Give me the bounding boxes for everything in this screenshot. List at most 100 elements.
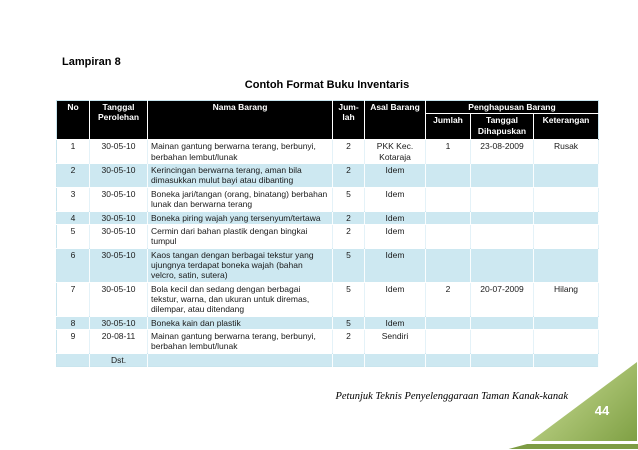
cell-asal: Idem xyxy=(364,211,426,225)
cell-jumlah: 5 xyxy=(332,248,365,283)
cell-p_jumlah xyxy=(425,329,471,354)
col-header-no: No xyxy=(56,100,90,140)
cell-p_jumlah xyxy=(425,316,471,330)
cell-p_jumlah: 1 xyxy=(425,139,471,164)
cell-nama: Kerincingan berwarna terang, aman bila d… xyxy=(147,163,333,188)
cell-tanggal: 30-05-10 xyxy=(89,163,148,188)
table-row: 7 30-05-10 Bola kecil dan sedang dengan be… xyxy=(56,282,599,317)
table-body: 1 30-05-10 Mainan gantung berwarna terang,… xyxy=(56,139,599,367)
cell-p_ket xyxy=(533,353,599,367)
cell-tanggal: 30-05-10 xyxy=(89,248,148,283)
page-number: 44 xyxy=(594,403,610,418)
cell-nama: Kaos tangan dengan berbagai tekstur yang… xyxy=(147,248,333,283)
col-header-nama-barang: Nama Barang xyxy=(147,100,333,140)
cell-tanggal: 30-05-10 xyxy=(89,316,148,330)
cell-tanggal: 30-05-10 xyxy=(89,282,148,317)
cell-p_jumlah xyxy=(425,211,471,225)
table-row: 1 30-05-10 Mainan gantung berwarna terang,… xyxy=(56,139,599,164)
table-row: Dst. xyxy=(56,353,599,367)
col-header-penghapusan-tanggal: Tanggal Dihapuskan xyxy=(470,113,534,140)
cell-tanggal: 30-05-10 xyxy=(89,211,148,225)
cell-asal xyxy=(364,353,426,367)
cell-jumlah: 2 xyxy=(332,163,365,188)
cell-p_ket xyxy=(533,329,599,354)
table-row: 3 30-05-10 Boneka jari/tangan (orang, bina… xyxy=(56,187,599,212)
cell-jumlah: 5 xyxy=(332,282,365,317)
cell-asal: Idem xyxy=(364,224,426,249)
cell-p_tanggal xyxy=(470,329,534,354)
cell-p_tanggal xyxy=(470,187,534,212)
cell-no: 4 xyxy=(56,211,90,225)
cell-nama: Boneka jari/tangan (orang, binatang) ber… xyxy=(147,187,333,212)
cell-asal: PKK Kec. Kotaraja xyxy=(364,139,426,164)
inventory-table: No Tanggal Perolehan Nama Barang Jum-lah… xyxy=(56,100,599,368)
cell-no: 7 xyxy=(56,282,90,317)
cell-asal: Idem xyxy=(364,248,426,283)
cell-asal: Idem xyxy=(364,316,426,330)
table-row: 6 30-05-10 Kaos tangan dengan berbagai tek… xyxy=(56,248,599,283)
cell-jumlah: 5 xyxy=(332,187,365,212)
cell-p_ket xyxy=(533,316,599,330)
cell-nama xyxy=(147,353,333,367)
cell-p_jumlah xyxy=(425,224,471,249)
cell-jumlah: 5 xyxy=(332,316,365,330)
col-header-penghapusan-barang: Penghapusan Barang xyxy=(425,100,599,115)
cell-asal: Idem xyxy=(364,282,426,317)
table-row: 9 20-08-11 Mainan gantung berwarna terang,… xyxy=(56,329,599,354)
cell-nama: Mainan gantung berwarna terang, berbunyi… xyxy=(147,139,333,164)
lampiran-label: Lampiran 8 xyxy=(62,56,121,68)
col-header-jumlah: Jum-lah xyxy=(332,100,365,140)
cell-jumlah: 2 xyxy=(332,211,365,225)
cell-p_tanggal xyxy=(470,248,534,283)
corner-triangle-shadow xyxy=(508,444,638,449)
col-header-penghapusan-jumlah: Jumlah xyxy=(425,113,471,140)
cell-p_ket xyxy=(533,248,599,283)
cell-p_jumlah xyxy=(425,248,471,283)
cell-p_ket: Rusak xyxy=(533,139,599,164)
cell-p_ket xyxy=(533,211,599,225)
col-header-tanggal-perolehan: Tanggal Perolehan xyxy=(89,100,148,140)
cell-jumlah: 2 xyxy=(332,224,365,249)
cell-p_tanggal xyxy=(470,211,534,225)
table-row: 5 30-05-10 Cermin dari bahan plastik denga… xyxy=(56,224,599,249)
cell-asal: Idem xyxy=(364,187,426,212)
table-row: 8 30-05-10 Boneka kain dan plastik 5 Idem xyxy=(56,316,599,330)
cell-p_jumlah xyxy=(425,163,471,188)
cell-tanggal: 30-05-10 xyxy=(89,224,148,249)
cell-asal: Idem xyxy=(364,163,426,188)
cell-no xyxy=(56,353,90,367)
cell-no: 5 xyxy=(56,224,90,249)
cell-p_tanggal xyxy=(470,163,534,188)
cell-asal: Sendiri xyxy=(364,329,426,354)
cell-nama: Cermin dari bahan plastik dengan bingkai… xyxy=(147,224,333,249)
cell-p_ket xyxy=(533,163,599,188)
cell-jumlah: 2 xyxy=(332,329,365,354)
cell-nama: Boneka kain dan plastik xyxy=(147,316,333,330)
cell-nama: Bola kecil dan sedang dengan berbagai te… xyxy=(147,282,333,317)
cell-p_ket xyxy=(533,187,599,212)
cell-no: 6 xyxy=(56,248,90,283)
cell-p_tanggal xyxy=(470,353,534,367)
table-row: 4 30-05-10 Boneka piring wajah yang tersen… xyxy=(56,211,599,225)
cell-p_tanggal xyxy=(470,224,534,249)
cell-p_jumlah xyxy=(425,187,471,212)
footer-document-title: Petunjuk Teknis Penyelenggaraan Taman Ka… xyxy=(335,391,568,402)
cell-no: 8 xyxy=(56,316,90,330)
page-title: Contoh Format Buku Inventaris xyxy=(244,79,410,91)
cell-nama: Mainan gantung berwarna terang, berbunyi… xyxy=(147,329,333,354)
col-header-penghapusan-keterangan: Keterangan xyxy=(533,113,599,140)
cell-no: 3 xyxy=(56,187,90,212)
col-header-asal-barang: Asal Barang xyxy=(364,100,426,140)
cell-jumlah: 2 xyxy=(332,139,365,164)
cell-p_tanggal xyxy=(470,316,534,330)
cell-p_ket: Hilang xyxy=(533,282,599,317)
cell-p_jumlah xyxy=(425,353,471,367)
cell-tanggal: 30-05-10 xyxy=(89,187,148,212)
table-row: 2 30-05-10 Kerincingan berwarna terang, am… xyxy=(56,163,599,188)
cell-tanggal: Dst. xyxy=(89,353,148,367)
cell-no: 1 xyxy=(56,139,90,164)
cell-p_jumlah: 2 xyxy=(425,282,471,317)
table-header: No Tanggal Perolehan Nama Barang Jum-lah… xyxy=(56,100,599,140)
cell-p_tanggal: 20-07-2009 xyxy=(470,282,534,317)
cell-jumlah xyxy=(332,353,365,367)
